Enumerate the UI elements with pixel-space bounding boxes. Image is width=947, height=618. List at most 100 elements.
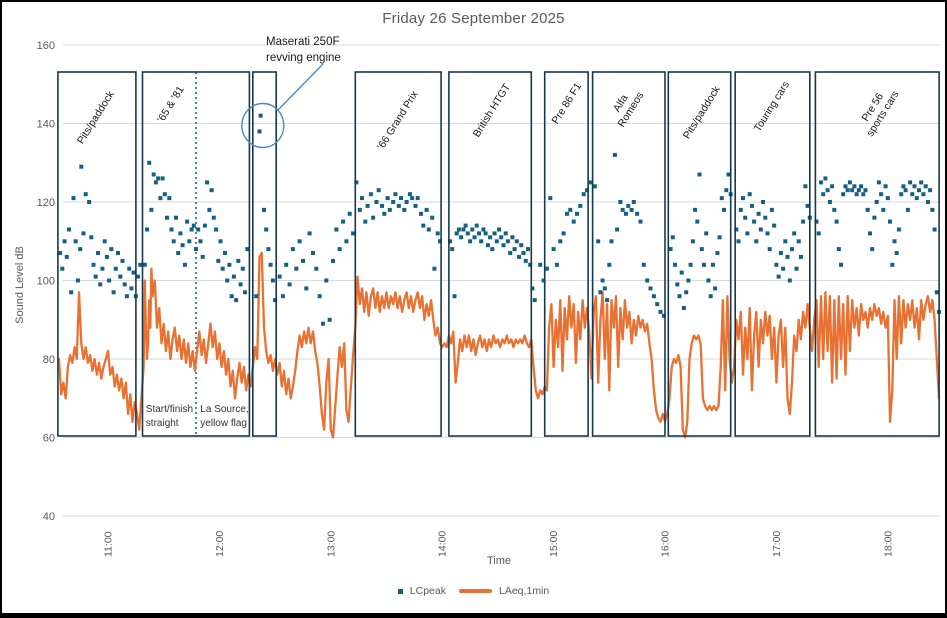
lcpeak-point xyxy=(693,207,698,212)
x-tick-label: 12:00 xyxy=(214,531,226,557)
lcpeak-point xyxy=(736,239,741,244)
lcpeak-point xyxy=(307,231,312,236)
lcpeak-point xyxy=(98,282,103,287)
lcpeak-point xyxy=(311,251,315,255)
lcpeak-point xyxy=(816,231,821,236)
lcpeak-point xyxy=(581,192,586,197)
lcpeak-point xyxy=(776,274,781,279)
lcpeak-point xyxy=(738,207,743,212)
lcpeak-point xyxy=(870,247,875,252)
lcpeak-point xyxy=(189,227,194,232)
lcpeak-point xyxy=(382,211,387,216)
lcpeak-point xyxy=(198,239,203,244)
svg-text:’65 & ’81: ’65 & ’81 xyxy=(155,84,187,125)
y-tick-label: 60 xyxy=(43,433,55,445)
lcpeak-point xyxy=(100,266,105,271)
lcpeak-point xyxy=(273,298,278,303)
lcpeak-point xyxy=(787,278,792,283)
y-tick-label: 160 xyxy=(37,40,55,52)
lcpeak-point xyxy=(876,180,881,185)
lcpeak-point xyxy=(551,247,556,252)
svg-text:Pits/paddock: Pits/paddock xyxy=(681,83,723,141)
lcpeak-point xyxy=(932,227,937,232)
legend-label-lcpeak: LCpeak xyxy=(409,585,446,597)
svg-text:’66 Grand Prix: ’66 Grand Prix xyxy=(375,88,421,152)
lcpeak-point xyxy=(801,219,806,224)
session-label: ’66 Grand Prix xyxy=(375,88,421,152)
lcpeak-point xyxy=(607,262,612,267)
lcpeak-point xyxy=(713,286,718,291)
y-tick-label: 140 xyxy=(37,119,55,131)
lcpeak-point xyxy=(365,203,370,208)
lcpeak-point xyxy=(863,188,868,193)
lcpeak-point xyxy=(479,239,484,244)
lcpeak-point xyxy=(930,207,935,212)
lcpeak-point xyxy=(426,227,431,232)
lcpeak-point xyxy=(113,266,118,271)
lcpeak-point xyxy=(448,239,452,244)
lcpeak-point xyxy=(236,258,241,263)
lcpeak-point xyxy=(58,251,63,255)
lcpeak-point xyxy=(136,274,141,279)
lcpeak-point xyxy=(207,207,212,212)
lcpeak-point xyxy=(147,160,152,165)
lcpeak-point xyxy=(888,219,892,224)
legend: LCpeak LAeq,1min xyxy=(2,585,945,597)
lcpeak-point xyxy=(182,262,187,267)
lcpeak-point xyxy=(841,192,846,197)
lcpeak-point xyxy=(129,286,134,291)
lcpeak-point xyxy=(317,294,322,299)
lcpeak-point xyxy=(149,207,154,212)
session-label: Pits/paddock xyxy=(75,88,117,146)
chart-title: Friday 26 September 2025 xyxy=(382,10,565,27)
lcpeak-point xyxy=(769,207,774,212)
lcpeak-point xyxy=(612,152,617,157)
lcpeak-point xyxy=(708,294,713,299)
lcpeak-point xyxy=(376,188,381,193)
lcpeak-point xyxy=(624,211,628,216)
lcpeak-point xyxy=(472,235,477,240)
lcpeak-point xyxy=(710,262,715,267)
lcpeak-point xyxy=(243,290,247,295)
lcpeak-point xyxy=(765,231,770,236)
lcpeak-point xyxy=(825,188,830,193)
lcpeak-point xyxy=(196,227,201,232)
lcpeak-point xyxy=(821,192,826,197)
lcpeak-point xyxy=(626,203,631,208)
lcpeak-point xyxy=(89,235,94,240)
lcpeak-point xyxy=(852,184,857,189)
lcpeak-point xyxy=(124,294,129,299)
lcpeak-point xyxy=(883,184,888,189)
maserati-annotation-text: revving engine xyxy=(266,52,341,64)
lcpeak-point xyxy=(881,207,886,212)
lcpeak-point xyxy=(677,294,682,299)
lcpeak-point xyxy=(690,239,695,244)
lcpeak-point xyxy=(629,207,634,212)
lcpeak-point xyxy=(912,184,917,189)
lcpeak-point xyxy=(169,227,174,232)
lcpeak-point xyxy=(648,286,653,291)
lcpeak-point xyxy=(116,251,120,255)
lcpeak-point xyxy=(919,180,924,185)
lcpeak-point xyxy=(294,266,299,271)
lcpeak-point xyxy=(512,247,517,252)
lcpeak-point xyxy=(903,188,908,193)
lcpeak-point xyxy=(544,266,549,271)
lcpeak-point xyxy=(385,196,390,201)
lcpeak-point xyxy=(145,227,149,232)
lcpeak-point xyxy=(761,200,765,204)
lcpeak-point xyxy=(688,262,693,267)
lcpeak-point xyxy=(368,192,373,197)
lcpeak-point xyxy=(218,239,223,244)
lcpeak-point xyxy=(834,219,839,224)
lcpeak-point xyxy=(421,223,426,228)
lcpeak-point xyxy=(120,258,125,263)
x-tick-label: 17:00 xyxy=(771,531,783,557)
lcpeak-point xyxy=(767,247,772,252)
lcpeak-point xyxy=(618,200,623,204)
lcpeak-point xyxy=(321,321,325,326)
lcpeak-point xyxy=(596,239,601,244)
